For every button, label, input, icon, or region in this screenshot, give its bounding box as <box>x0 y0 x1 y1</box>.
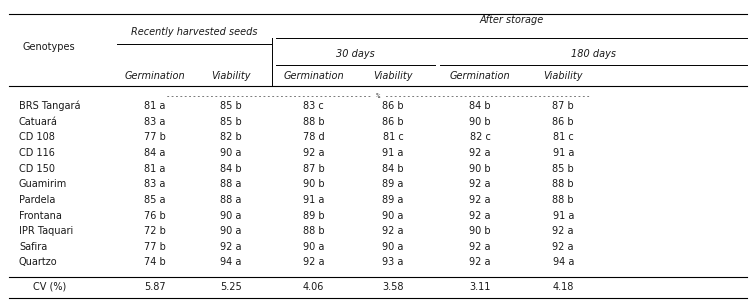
Text: ----------------------------------------------- % ------------------------------: ----------------------------------------… <box>166 93 590 99</box>
Text: 90 a: 90 a <box>383 242 404 252</box>
Text: IPR Taquari: IPR Taquari <box>19 226 73 236</box>
Text: 3.11: 3.11 <box>469 281 491 292</box>
Text: 4.18: 4.18 <box>553 281 574 292</box>
Text: 83 a: 83 a <box>144 116 166 127</box>
Text: CV (%): CV (%) <box>33 281 66 292</box>
Text: 4.06: 4.06 <box>303 281 324 292</box>
Text: Genotypes: Genotypes <box>23 42 76 52</box>
Text: 89 b: 89 b <box>303 210 324 221</box>
Text: 77 b: 77 b <box>144 132 166 142</box>
Text: 85 b: 85 b <box>220 101 241 111</box>
Text: CD 108: CD 108 <box>19 132 54 142</box>
Text: 85 a: 85 a <box>144 195 166 205</box>
Text: 89 a: 89 a <box>383 179 404 189</box>
Text: 77 b: 77 b <box>144 242 166 252</box>
Text: 78 d: 78 d <box>303 132 324 142</box>
Text: 82 b: 82 b <box>220 132 241 142</box>
Text: 88 a: 88 a <box>220 195 241 205</box>
Text: CD 116: CD 116 <box>19 148 54 158</box>
Text: 91 a: 91 a <box>303 195 324 205</box>
Text: 83 a: 83 a <box>144 179 166 189</box>
Text: 91 a: 91 a <box>553 210 574 221</box>
Text: 88 b: 88 b <box>303 226 324 236</box>
Text: CD 150: CD 150 <box>19 163 55 174</box>
Text: 89 a: 89 a <box>383 195 404 205</box>
Text: 92 a: 92 a <box>553 242 574 252</box>
Text: 90 a: 90 a <box>303 242 324 252</box>
Text: 90 a: 90 a <box>220 226 241 236</box>
Text: 81 c: 81 c <box>553 132 574 142</box>
Text: 92 a: 92 a <box>469 195 491 205</box>
Text: 74 b: 74 b <box>144 257 166 268</box>
Text: 92 a: 92 a <box>469 210 491 221</box>
Text: 94 a: 94 a <box>220 257 241 268</box>
Text: 72 b: 72 b <box>144 226 166 236</box>
Text: Pardela: Pardela <box>19 195 55 205</box>
Text: Germination: Germination <box>125 71 185 81</box>
Text: 92 a: 92 a <box>303 148 324 158</box>
Text: 87 b: 87 b <box>553 101 574 111</box>
Text: 86 b: 86 b <box>383 116 404 127</box>
Text: 88 b: 88 b <box>553 195 574 205</box>
Text: Viability: Viability <box>211 71 250 81</box>
Text: 86 b: 86 b <box>383 101 404 111</box>
Text: 5.25: 5.25 <box>220 281 241 292</box>
Text: Quartzo: Quartzo <box>19 257 57 268</box>
Text: 84 b: 84 b <box>469 101 491 111</box>
Text: Germination: Germination <box>450 71 510 81</box>
Text: 90 a: 90 a <box>383 210 404 221</box>
Text: 90 b: 90 b <box>469 163 491 174</box>
Text: 91 a: 91 a <box>553 148 574 158</box>
Text: 88 b: 88 b <box>303 116 324 127</box>
Text: 30 days: 30 days <box>336 49 375 59</box>
Text: 90 a: 90 a <box>220 210 241 221</box>
Text: 92 a: 92 a <box>469 179 491 189</box>
Text: Viability: Viability <box>544 71 583 81</box>
Text: 88 a: 88 a <box>220 179 241 189</box>
Text: 90 b: 90 b <box>469 226 491 236</box>
Text: 81 a: 81 a <box>144 163 166 174</box>
Text: 81 c: 81 c <box>383 132 404 142</box>
Text: 3.58: 3.58 <box>383 281 404 292</box>
Text: 90 b: 90 b <box>303 179 324 189</box>
Text: Guamirim: Guamirim <box>19 179 67 189</box>
Text: BRS Tangará: BRS Tangará <box>19 101 80 111</box>
Text: 83 c: 83 c <box>303 101 324 111</box>
Text: 92 a: 92 a <box>469 148 491 158</box>
Text: 87 b: 87 b <box>303 163 324 174</box>
Text: 92 a: 92 a <box>383 226 404 236</box>
Text: 86 b: 86 b <box>553 116 574 127</box>
Text: 85 b: 85 b <box>553 163 574 174</box>
Text: 92 a: 92 a <box>469 242 491 252</box>
Text: 82 c: 82 c <box>469 132 491 142</box>
Text: 92 a: 92 a <box>553 226 574 236</box>
Text: 93 a: 93 a <box>383 257 404 268</box>
Text: Frontana: Frontana <box>19 210 62 221</box>
Text: 5.87: 5.87 <box>144 281 166 292</box>
Text: 84 a: 84 a <box>144 148 166 158</box>
Text: 85 b: 85 b <box>220 116 241 127</box>
Text: Viability: Viability <box>373 71 413 81</box>
Text: 84 b: 84 b <box>383 163 404 174</box>
Text: 94 a: 94 a <box>553 257 574 268</box>
Text: 90 a: 90 a <box>220 148 241 158</box>
Text: 76 b: 76 b <box>144 210 166 221</box>
Text: Recently harvested seeds: Recently harvested seeds <box>131 26 257 37</box>
Text: 92 a: 92 a <box>303 257 324 268</box>
Text: 91 a: 91 a <box>383 148 404 158</box>
Text: 81 a: 81 a <box>144 101 166 111</box>
Text: Catuará: Catuará <box>19 116 57 127</box>
Text: 90 b: 90 b <box>469 116 491 127</box>
Text: After storage: After storage <box>479 14 544 25</box>
Text: Safira: Safira <box>19 242 47 252</box>
Text: 92 a: 92 a <box>220 242 241 252</box>
Text: 88 b: 88 b <box>553 179 574 189</box>
Text: 84 b: 84 b <box>220 163 241 174</box>
Text: 180 days: 180 days <box>571 49 616 59</box>
Text: 92 a: 92 a <box>469 257 491 268</box>
Text: Germination: Germination <box>284 71 344 81</box>
